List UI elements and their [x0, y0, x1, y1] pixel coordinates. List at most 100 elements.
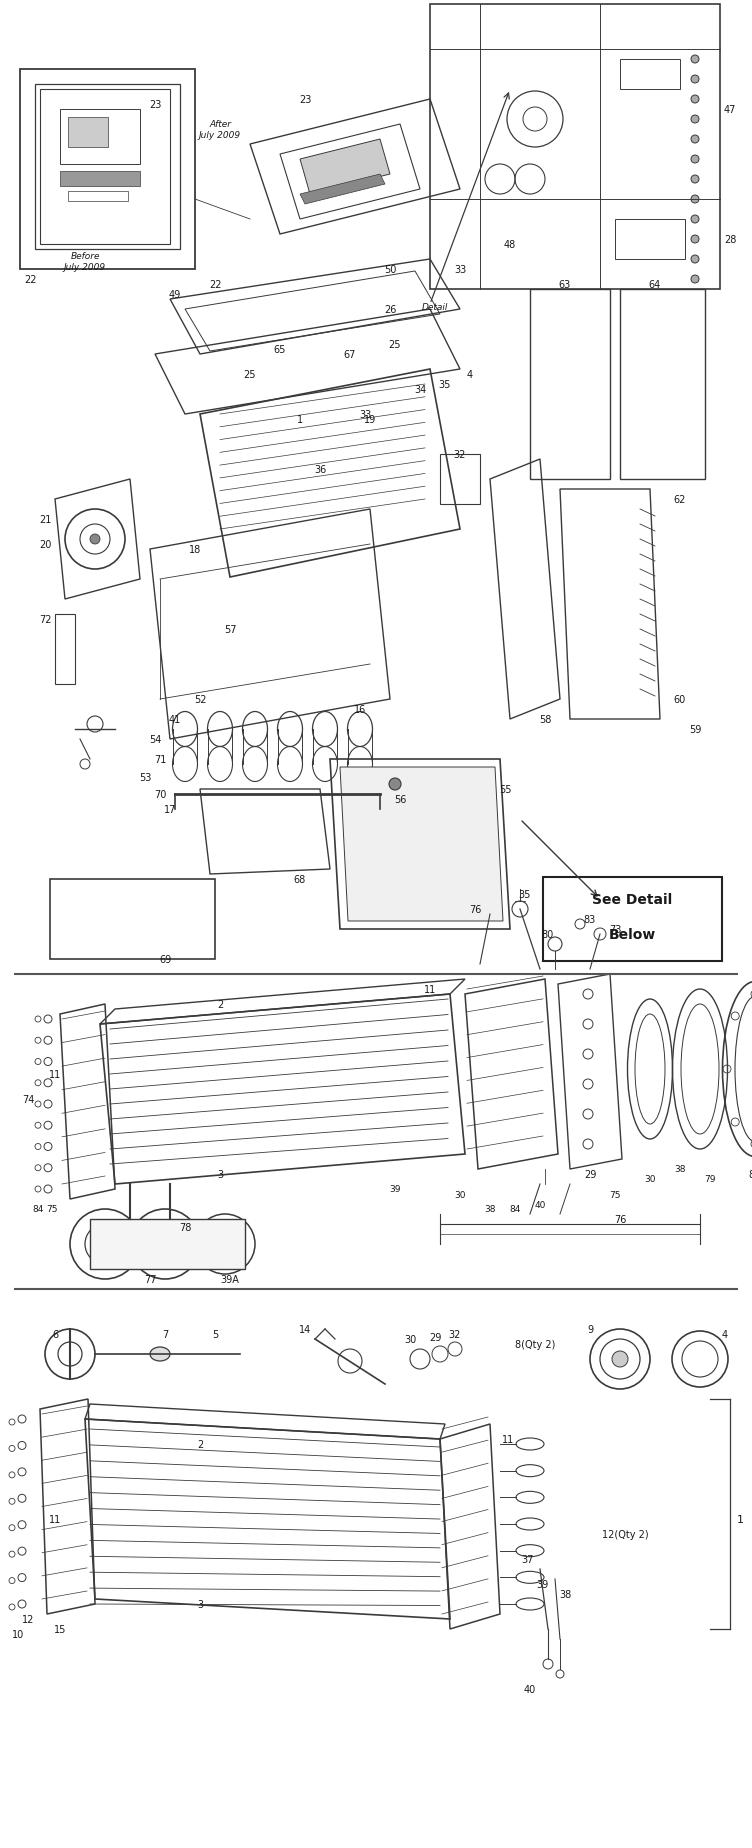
Bar	[55, 615, 75, 684]
Ellipse shape	[150, 1347, 170, 1362]
Circle shape	[90, 534, 100, 545]
Text: 4: 4	[722, 1329, 728, 1340]
Text: 72: 72	[39, 615, 51, 625]
Bar	[530, 290, 610, 480]
Text: After
July 2009: After July 2009	[199, 120, 241, 140]
Text: 32: 32	[453, 449, 466, 460]
Text: 32: 32	[449, 1329, 461, 1340]
Bar	[440, 455, 480, 505]
Text: 84: 84	[509, 1205, 520, 1214]
Text: 80: 80	[542, 930, 554, 939]
Circle shape	[691, 155, 699, 164]
Text: 2: 2	[197, 1440, 203, 1449]
Text: 76: 76	[614, 1214, 626, 1225]
Text: 19: 19	[364, 414, 376, 425]
Circle shape	[612, 1351, 628, 1368]
Polygon shape	[340, 767, 503, 922]
Text: 3: 3	[217, 1170, 223, 1179]
Bar	[615, 220, 685, 261]
Text: 30: 30	[454, 1190, 465, 1199]
Text: Before
July 2009: Before July 2009	[64, 251, 106, 272]
Text: Detail: Detail	[422, 303, 448, 312]
Text: 36: 36	[314, 464, 326, 475]
Text: 40: 40	[535, 1199, 546, 1209]
Text: 73: 73	[609, 924, 621, 935]
Bar	[620, 59, 680, 91]
Text: 11: 11	[424, 985, 436, 994]
Text: 54: 54	[149, 736, 161, 745]
FancyBboxPatch shape	[543, 878, 722, 961]
Text: 57: 57	[224, 625, 236, 634]
Text: 83: 83	[584, 915, 596, 924]
Text: 38: 38	[484, 1205, 496, 1214]
Text: 77: 77	[144, 1275, 156, 1284]
Text: 39: 39	[390, 1185, 401, 1194]
Text: 15: 15	[54, 1624, 66, 1634]
Text: 52: 52	[194, 695, 206, 704]
Bar	[620, 290, 705, 480]
Text: See Detail: See Detail	[592, 893, 672, 907]
Text: 10: 10	[12, 1630, 24, 1639]
Text: 29: 29	[584, 1170, 596, 1179]
Text: 75: 75	[609, 1190, 620, 1199]
Text: 23: 23	[149, 100, 161, 109]
Text: 1: 1	[736, 1514, 744, 1525]
Bar	[90, 1220, 245, 1270]
Text: 26: 26	[384, 305, 396, 314]
Polygon shape	[300, 140, 390, 194]
Text: 11: 11	[502, 1434, 514, 1445]
Polygon shape	[300, 176, 385, 205]
Text: 29: 29	[429, 1332, 441, 1342]
Text: 75: 75	[47, 1205, 58, 1214]
Text: 33: 33	[454, 264, 466, 275]
Text: 25: 25	[244, 370, 256, 381]
Text: 20: 20	[39, 540, 51, 549]
Text: 8(Qty 2): 8(Qty 2)	[515, 1340, 555, 1349]
Text: 68: 68	[294, 874, 306, 885]
Text: 41: 41	[169, 715, 181, 724]
Text: 38: 38	[559, 1589, 571, 1599]
Text: 40: 40	[524, 1684, 536, 1695]
Text: 37: 37	[522, 1554, 534, 1563]
Circle shape	[691, 96, 699, 103]
Text: 5: 5	[212, 1329, 218, 1340]
Text: 21: 21	[39, 516, 51, 525]
Text: 25: 25	[389, 340, 402, 349]
Text: Below: Below	[608, 928, 656, 941]
Text: 7: 7	[162, 1329, 168, 1340]
Text: 30: 30	[644, 1175, 656, 1185]
Bar	[20, 70, 195, 270]
Text: 56: 56	[394, 795, 406, 804]
Text: 71: 71	[154, 754, 166, 765]
Circle shape	[691, 55, 699, 65]
Text: 70: 70	[154, 789, 166, 800]
Text: 22: 22	[24, 275, 36, 285]
Text: 9: 9	[587, 1325, 593, 1334]
Text: 39A: 39A	[220, 1275, 239, 1284]
Text: 53: 53	[139, 772, 151, 782]
Text: 14: 14	[299, 1325, 311, 1334]
Circle shape	[691, 116, 699, 124]
Text: 63: 63	[559, 279, 571, 290]
Circle shape	[691, 255, 699, 264]
Text: 60: 60	[674, 695, 686, 704]
Text: 12(Qty 2): 12(Qty 2)	[602, 1528, 648, 1539]
Text: 69: 69	[159, 954, 171, 965]
Text: 1: 1	[297, 414, 303, 425]
Text: 30: 30	[404, 1334, 416, 1343]
Bar	[60, 109, 140, 164]
Circle shape	[691, 137, 699, 144]
Text: 2: 2	[217, 1000, 223, 1009]
Text: 16: 16	[354, 704, 366, 715]
Text: 23: 23	[299, 94, 311, 105]
Text: 67: 67	[344, 349, 356, 360]
Circle shape	[691, 237, 699, 244]
Circle shape	[691, 196, 699, 203]
Text: 35: 35	[519, 889, 531, 900]
Text: 50: 50	[384, 264, 396, 275]
Text: 59: 59	[689, 724, 701, 736]
Text: 12: 12	[22, 1613, 34, 1624]
Circle shape	[691, 275, 699, 285]
Text: 55: 55	[499, 785, 511, 795]
Bar	[68, 118, 108, 148]
